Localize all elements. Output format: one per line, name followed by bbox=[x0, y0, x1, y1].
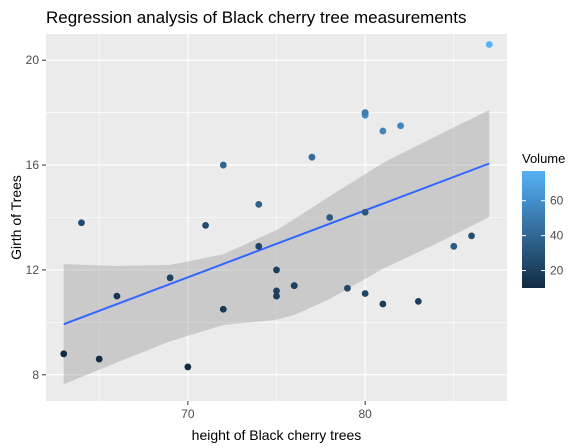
data-point bbox=[379, 127, 387, 135]
y-tick-label: 16 bbox=[26, 158, 40, 172]
data-point bbox=[290, 282, 298, 290]
data-point bbox=[184, 363, 192, 371]
data-point bbox=[397, 122, 405, 130]
data-point bbox=[202, 221, 209, 229]
legend-colorbar bbox=[522, 171, 545, 288]
data-point bbox=[379, 300, 387, 308]
x-axis-title: height of Black cherry trees bbox=[192, 427, 362, 443]
color-legend: Volume 20 40 60 bbox=[522, 151, 565, 288]
data-point bbox=[166, 274, 174, 282]
data-point bbox=[361, 208, 369, 216]
y-tick-label: 8 bbox=[32, 368, 39, 382]
x-tick-label: 70 bbox=[181, 407, 195, 421]
data-point bbox=[326, 214, 334, 221]
data-point bbox=[308, 153, 316, 161]
data-point bbox=[60, 350, 68, 358]
data-point bbox=[273, 292, 280, 300]
data-point bbox=[273, 266, 280, 274]
data-point bbox=[78, 219, 85, 227]
x-axis: 70 80 bbox=[181, 401, 372, 421]
legend-tick-label: 20 bbox=[550, 264, 564, 278]
chart-title: Regression analysis of Black cherry tree… bbox=[46, 8, 466, 27]
regression-line bbox=[63, 162, 490, 326]
data-point bbox=[255, 242, 263, 250]
data-point bbox=[219, 305, 227, 313]
data-point bbox=[219, 161, 227, 169]
y-axis: 8 12 16 20 bbox=[26, 53, 46, 382]
legend-title: Volume bbox=[522, 151, 565, 166]
data-point bbox=[361, 290, 369, 297]
data-point bbox=[273, 287, 280, 295]
data-point bbox=[450, 242, 458, 250]
legend-tick-label: 60 bbox=[550, 194, 564, 208]
data-point bbox=[361, 109, 369, 117]
data-point bbox=[414, 297, 422, 305]
data-point bbox=[468, 232, 475, 240]
legend-ticks: 20 40 60 bbox=[522, 194, 564, 278]
y-axis-title: Girth of Trees bbox=[8, 175, 24, 260]
legend-tick-label: 40 bbox=[550, 229, 564, 243]
data-points bbox=[60, 41, 493, 371]
data-point bbox=[95, 355, 103, 363]
x-tick-label: 80 bbox=[358, 407, 372, 421]
y-tick-label: 12 bbox=[26, 263, 40, 277]
data-point bbox=[255, 200, 263, 208]
data-point bbox=[485, 41, 493, 48]
y-tick-label: 20 bbox=[26, 53, 40, 67]
confidence-band bbox=[63, 110, 490, 385]
data-point bbox=[113, 292, 121, 300]
data-point bbox=[344, 284, 351, 292]
minor-gridlines bbox=[46, 34, 507, 401]
